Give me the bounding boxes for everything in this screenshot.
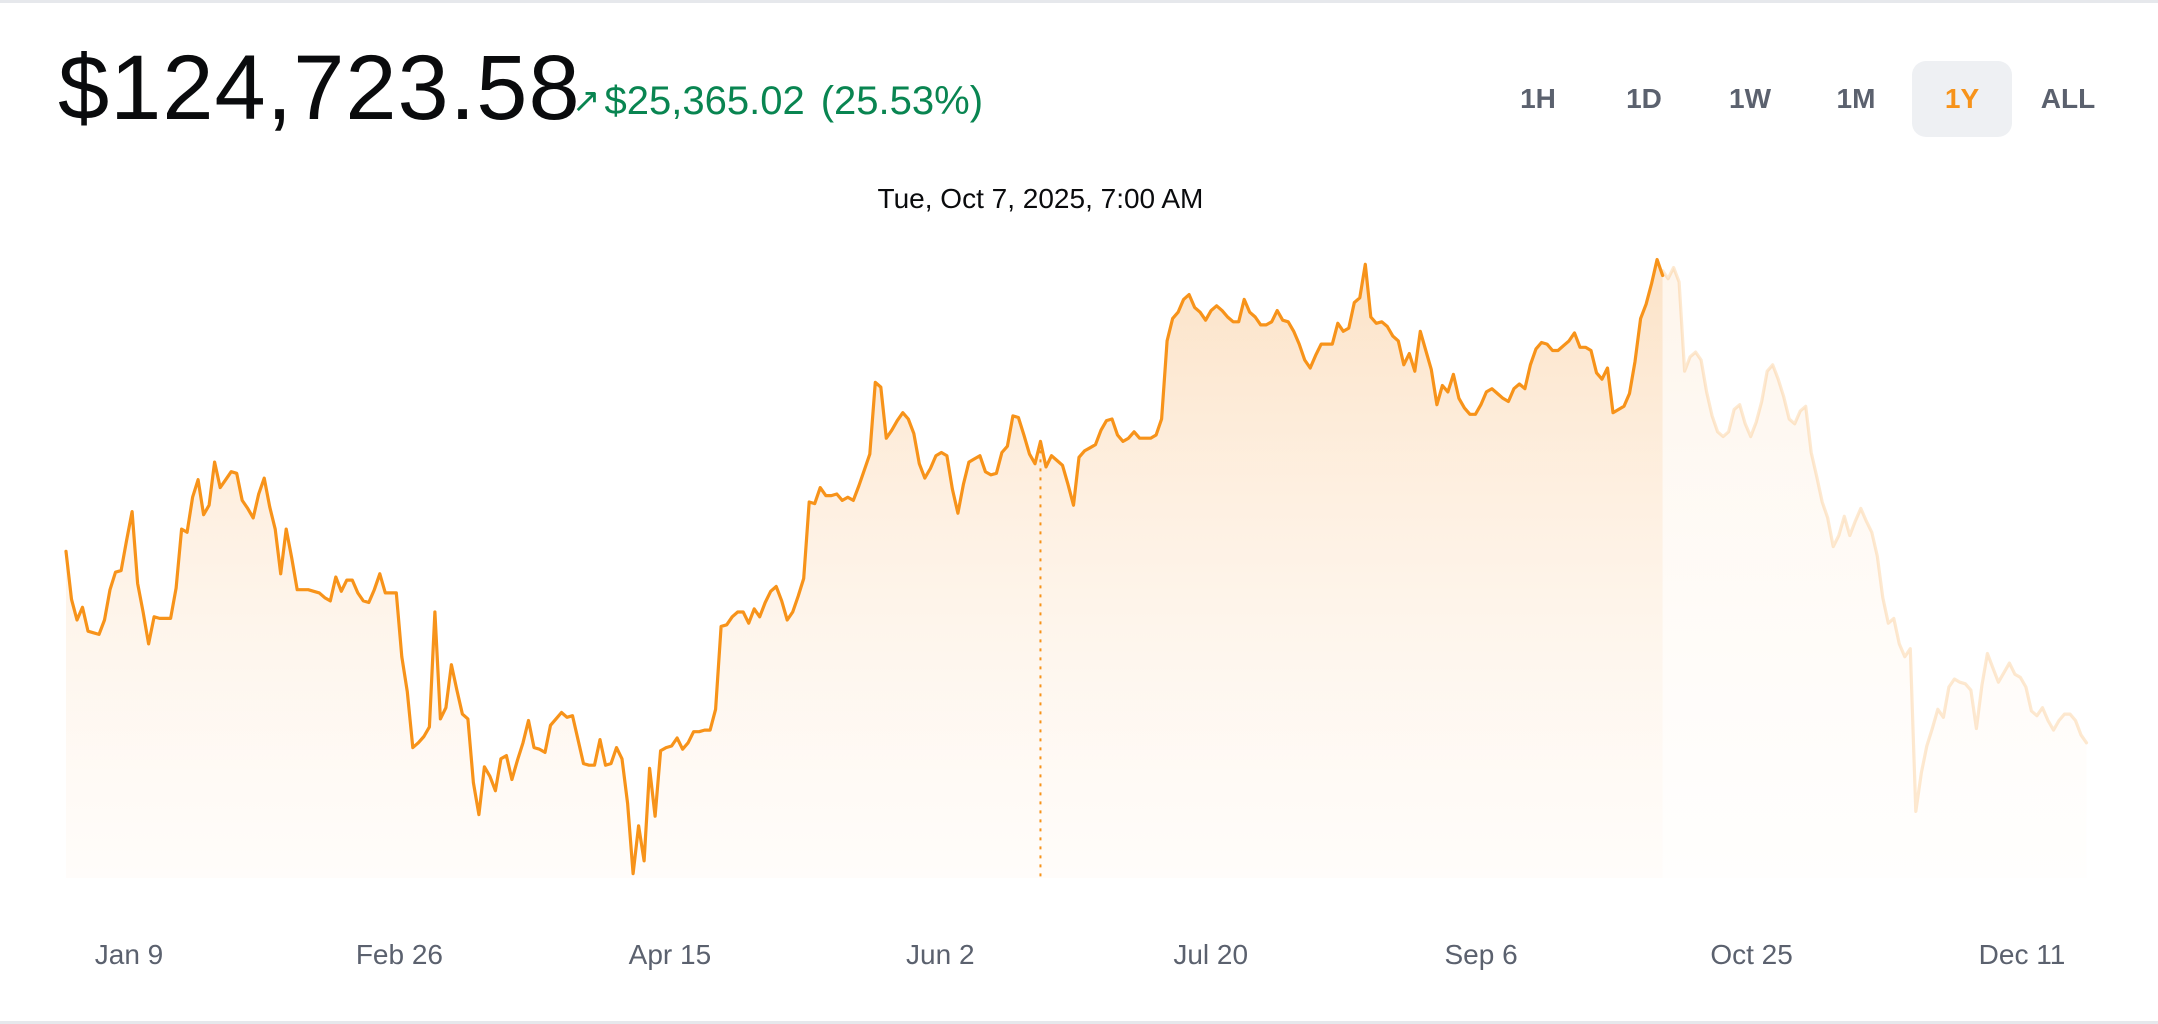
x-tick-label: Jul 20 — [1173, 939, 1248, 970]
chart-areas — [66, 259, 2087, 878]
time-range-selector: 1H 1D 1W 1M 1Y ALL — [1482, 61, 2118, 137]
price-change: ↗ $25,365.02 (25.53%) — [572, 81, 983, 121]
x-tick-label: Jan 9 — [95, 939, 164, 970]
range-tab-1w[interactable]: 1W — [1729, 83, 1771, 114]
x-tick-label: Feb 26 — [356, 939, 443, 970]
price-line-faded — [1661, 265, 2089, 813]
range-tab-all[interactable]: ALL — [2040, 83, 2096, 114]
change-amount: $25,365.02 — [604, 79, 805, 123]
range-tab-1m[interactable]: 1M — [1836, 83, 1876, 114]
x-axis: Jan 9 Feb 26 Apr 15 Jun 2 Jul 20 Sep 6 Oct 25 D… — [95, 939, 2066, 970]
x-tick-label: Sep 6 — [1445, 939, 1518, 970]
range-tab-1y[interactable]: 1Y — [1912, 61, 2012, 137]
price-area-highlighted — [66, 259, 1663, 878]
price-line-highlighted — [64, 257, 1665, 876]
change-percent: (25.53%) — [820, 79, 984, 123]
price-area-faded — [1662, 267, 2087, 878]
current-price: $124,723.58 — [58, 37, 581, 139]
range-tab-1d[interactable]: 1D — [1626, 83, 1662, 114]
hover-tooltip: Tue, Oct 7, 2025, 7:00 AM — [877, 183, 1204, 214]
trend-up-arrow-icon: ↗ — [572, 82, 601, 120]
x-tick-label: Apr 15 — [629, 939, 712, 970]
x-tick-label: Jun 2 — [906, 939, 975, 970]
range-tab-1h[interactable]: 1H — [1520, 83, 1556, 114]
x-tick-label: Dec 11 — [1979, 939, 2066, 970]
chart-lines — [64, 257, 2089, 878]
x-tick-label: Oct 25 — [1710, 939, 1792, 970]
